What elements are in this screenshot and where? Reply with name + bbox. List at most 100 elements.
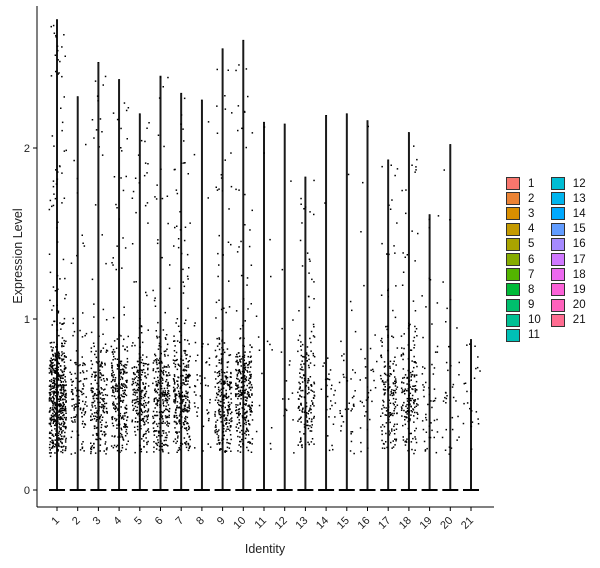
data-point [62,429,64,432]
data-point [51,390,53,393]
data-point [220,421,222,423]
data-point [49,370,52,372]
data-point [239,431,241,434]
data-point [185,354,187,356]
data-point [90,419,92,421]
x-tick-label-21: 21 [459,515,476,532]
data-point [179,397,181,399]
data-point [122,415,124,417]
data-point [126,419,128,422]
data-point [124,415,126,417]
data-point [165,379,168,381]
legend-label-1: 1 [528,177,535,190]
data-point [155,390,158,392]
data-point [116,387,118,390]
data-point [245,423,247,426]
data-point [186,406,189,409]
data-point [244,413,246,415]
data-point [310,350,312,352]
data-point [350,433,352,435]
legend-item-6: 6 [506,252,541,267]
data-point [183,370,185,372]
data-point [175,421,177,423]
data-point [49,418,51,421]
data-point [137,389,139,392]
data-point [112,402,114,405]
data-point [154,388,156,390]
data-point [49,364,51,366]
data-point [142,396,145,399]
data-point [167,354,169,357]
data-point [236,361,238,363]
data-point [165,416,167,419]
data-point [298,310,300,312]
data-point [112,348,115,351]
data-point [409,371,412,374]
data-point [50,360,52,363]
data-point [220,414,222,416]
data-point [299,239,302,242]
data-point [244,224,246,226]
data-point [141,418,144,420]
data-point [219,448,221,451]
data-point [61,374,63,377]
data-point [80,391,83,393]
y-tick-label-1: 1 [24,314,30,326]
data-point [227,411,229,414]
data-point [385,407,387,409]
data-point [145,392,147,395]
data-point [402,382,405,384]
data-point [113,340,116,342]
data-point [188,407,191,410]
data-point [58,410,61,412]
legend-key-3 [506,207,520,221]
data-point [225,396,228,399]
data-point [135,281,137,283]
data-point [402,377,404,379]
data-point [165,398,167,400]
data-point [65,149,67,152]
data-point [148,431,150,433]
data-point [121,383,123,385]
data-point [124,363,126,366]
data-point [410,379,412,381]
data-point [162,430,164,432]
data-point [158,336,161,338]
data-point [269,343,271,346]
data-point [163,409,166,412]
data-point [100,361,103,363]
data-point [119,362,122,364]
data-point [102,399,104,402]
data-point [309,260,311,262]
data-point [112,257,114,259]
data-point [445,402,447,404]
data-point [62,407,64,410]
data-point [172,386,175,389]
data-point [395,285,397,287]
data-point [425,381,427,384]
data-point [185,319,187,321]
data-point [394,380,396,382]
data-point [147,385,150,387]
data-point [136,375,138,378]
data-point [112,371,114,373]
data-point [121,378,124,380]
data-point [95,411,98,414]
data-point [300,416,302,418]
data-point [451,386,454,388]
data-point [415,427,417,430]
data-point [342,421,345,423]
data-point [48,398,51,400]
data-point [153,430,155,433]
violins [49,19,479,491]
data-point [115,347,118,349]
data-point [206,412,209,415]
data-point [53,391,55,393]
data-point [63,96,65,98]
data-point [433,436,435,439]
data-point [183,407,186,409]
data-point [237,404,239,406]
data-point [243,367,246,369]
data-point [167,383,169,385]
data-point [55,378,57,380]
